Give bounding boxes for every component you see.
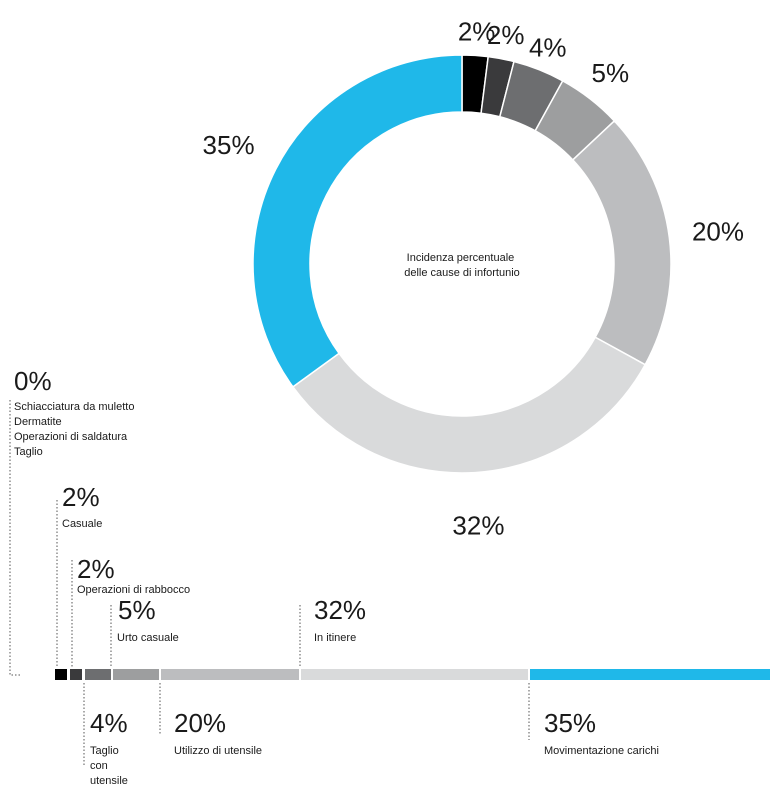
donut-center-title: Incidenza percentuale delle cause di inf… xyxy=(404,252,520,279)
bar-label-text: Operazioni di rabbocco xyxy=(77,584,190,596)
bar-label-text: Utilizzo di utensile xyxy=(174,745,262,757)
bar-labels: 0% Schiacciatura da muletto Dermatite Opera… xyxy=(14,366,659,787)
bar-label-text: Movimentazione carichi xyxy=(544,745,659,757)
bar-label-text: Schiacciatura da muletto xyxy=(14,401,134,413)
bar-label-text: con xyxy=(90,760,108,772)
bar-segment xyxy=(301,669,528,680)
bar-label-text: Taglio xyxy=(90,745,119,757)
bar-label-pct: 0% xyxy=(14,366,52,396)
donut-slice-label: 35% xyxy=(203,130,255,160)
bar-label-text: Dermatite xyxy=(14,416,62,428)
bar-label-pct: 2% xyxy=(77,554,115,584)
bar-label-text: Urto casuale xyxy=(117,632,179,644)
donut-slice-label: 32% xyxy=(452,510,504,540)
bar-label-pct: 32% xyxy=(314,595,366,625)
donut-slice-label: 2% xyxy=(487,20,525,50)
donut-slice xyxy=(252,54,463,388)
donut-title-line-1: Incidenza percentuale xyxy=(407,252,515,264)
donut-slice-label: 2% xyxy=(458,16,496,46)
leader-line xyxy=(9,400,20,676)
donut-slice-label: 20% xyxy=(692,217,744,247)
donut-slice xyxy=(291,336,647,474)
bar-label-pct: 5% xyxy=(118,595,156,625)
donut-slice-label: 4% xyxy=(529,32,567,62)
bar-label-pct: 20% xyxy=(174,708,226,738)
bar-label-text: Casuale xyxy=(62,518,102,530)
donut-title-line-2: delle cause di infortunio xyxy=(404,267,520,279)
bar-segment xyxy=(70,669,82,680)
bar-segment xyxy=(55,669,67,680)
bar-label-pct: 2% xyxy=(62,482,100,512)
bar-label-text: Taglio xyxy=(14,446,43,458)
bar-segment xyxy=(113,669,159,680)
bar-label-text: In itinere xyxy=(314,632,356,644)
donut-slice-label: 5% xyxy=(592,58,630,88)
bar-segment xyxy=(161,669,299,680)
bar-label-pct: 4% xyxy=(90,708,128,738)
donut-chart xyxy=(252,54,672,474)
bar-label-text: utensile xyxy=(90,775,128,787)
donut-slice xyxy=(571,119,672,366)
bar-segment xyxy=(530,669,770,680)
bar-segment xyxy=(85,669,111,680)
stacked-bar xyxy=(55,669,770,680)
bar-label-text: Operazioni di saldatura xyxy=(14,431,128,443)
donut-slice-labels: 2%2% 4%5%20%32%35% xyxy=(203,16,744,540)
bar-label-pct: 35% xyxy=(544,708,596,738)
bar-leader-lines xyxy=(9,400,530,765)
